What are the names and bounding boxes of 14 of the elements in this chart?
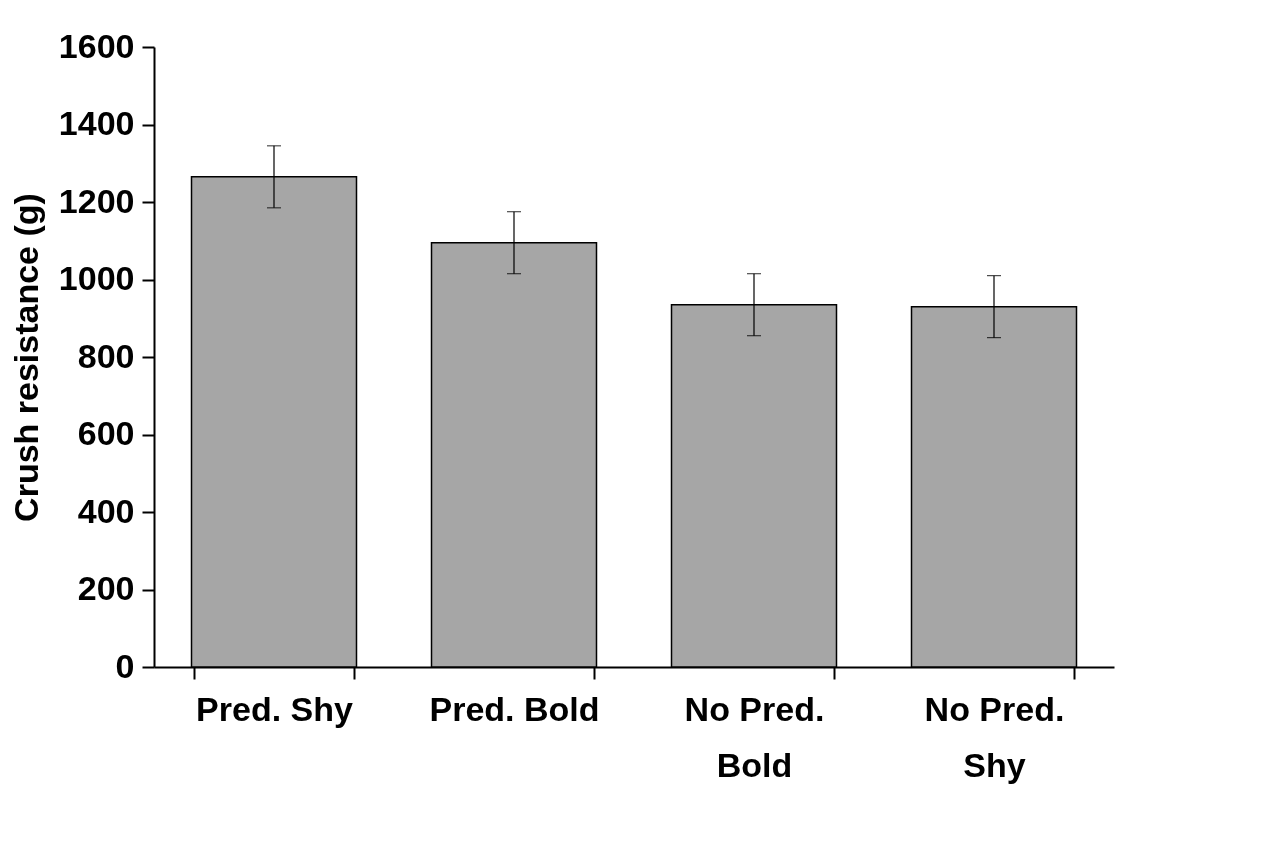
x-tick-label: Pred. Shy xyxy=(196,689,353,728)
x-tick-label: Pred. Bold xyxy=(429,689,600,728)
x-tick-label: No Pred. Bold xyxy=(684,689,825,784)
y-tick-label: 1600 xyxy=(58,26,135,65)
y-axis-title: Crush resistance (g) xyxy=(6,193,45,522)
y-tick-label: 400 xyxy=(77,491,135,530)
y-tick-label: 200 xyxy=(77,569,135,607)
y-tick-label: 600 xyxy=(77,414,135,452)
y-tick-label: 1400 xyxy=(58,104,135,142)
y-tick-label: 1200 xyxy=(58,181,135,220)
y-tick-label: 0 xyxy=(115,646,135,685)
x-tick-label: No Pred. Shy xyxy=(924,689,1065,784)
y-tick-label: 800 xyxy=(77,336,135,375)
y-tick-label: 1000 xyxy=(58,259,135,297)
